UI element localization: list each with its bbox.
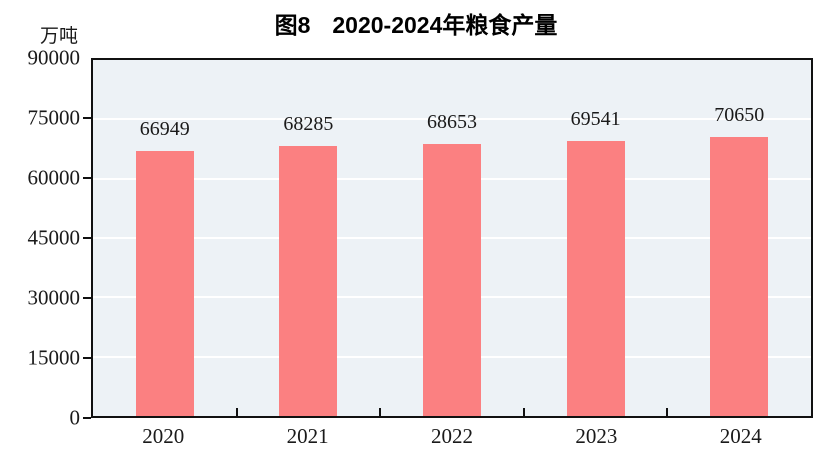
y-tick-label: 60000 — [27, 165, 81, 190]
bar-value-label: 69541 — [570, 107, 621, 130]
x-axis-category-labels: 2020 2021 2022 2023 2024 — [91, 426, 813, 450]
bar-2024 — [710, 136, 769, 416]
y-axis-tick-labels: 0 15000 30000 45000 60000 75000 90000 — [0, 47, 81, 428]
x-tick-mark — [666, 408, 669, 416]
bar-2022 — [423, 144, 481, 416]
x-tick-mark — [379, 408, 382, 416]
x-axis-label-2023: 2023 — [575, 424, 618, 448]
y-tick-label: 45000 — [27, 225, 81, 250]
y-tick-mark — [83, 117, 91, 119]
x-axis-label-2022: 2022 — [431, 424, 473, 448]
y-tick-mark — [83, 297, 91, 299]
bar-2021 — [279, 145, 338, 416]
y-tick-mark — [83, 357, 91, 359]
x-tick-mark — [522, 408, 525, 416]
y-tick-label: 0 — [69, 405, 81, 430]
chart-title-figure-number: 图8 — [274, 12, 311, 38]
bar-2020 — [135, 151, 194, 416]
bar-2023 — [566, 140, 625, 416]
bar-value-label: 70650 — [714, 103, 765, 126]
y-axis-tick-marks — [83, 58, 91, 419]
y-tick-label: 75000 — [27, 105, 81, 130]
plot-area: 66949 68285 68653 69541 70650 — [91, 58, 813, 418]
y-axis-unit-label: 万吨 — [39, 26, 78, 47]
x-tick-mark — [235, 408, 238, 416]
chart-title: 图8 2020-2024年粮食产量 — [0, 6, 832, 40]
y-tick-mark — [83, 237, 91, 239]
chart-title-text: 2020-2024年粮食产量 — [332, 12, 558, 38]
y-tick-label: 90000 — [27, 45, 81, 70]
y-tick-label: 15000 — [27, 345, 81, 370]
x-axis-label-2020: 2020 — [142, 424, 185, 448]
bar-value-label: 68285 — [283, 112, 334, 135]
y-tick-label: 30000 — [27, 285, 81, 310]
y-tick-mark — [83, 177, 91, 179]
bar-value-label: 66949 — [139, 118, 190, 141]
y-tick-mark — [83, 417, 91, 419]
x-axis-label-2021: 2021 — [286, 424, 329, 448]
x-axis-label-2024: 2024 — [719, 424, 762, 448]
bar-value-label: 68653 — [427, 111, 477, 134]
grid-line — [93, 118, 811, 121]
